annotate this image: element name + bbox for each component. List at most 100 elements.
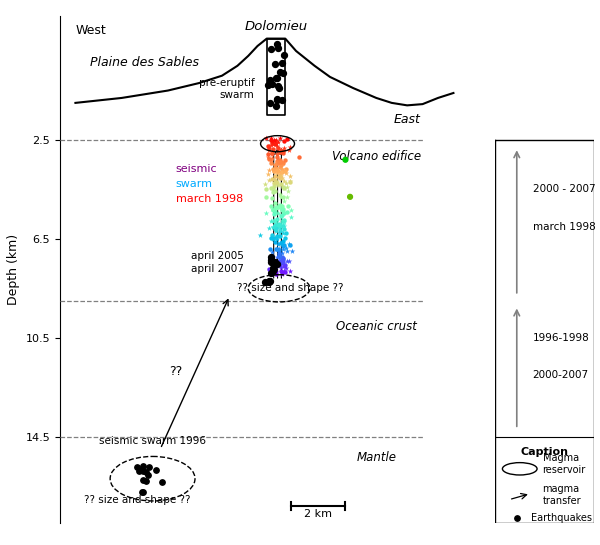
Point: [261, 184, 271, 193]
Point: [280, 176, 289, 185]
Point: [267, 231, 277, 239]
Point: [271, 139, 281, 148]
Point: [277, 218, 286, 227]
Point: [266, 136, 276, 144]
Point: [275, 148, 285, 157]
Point: [280, 233, 290, 242]
Point: [270, 161, 280, 169]
Point: [273, 159, 283, 167]
Text: ?? size and shape ??: ?? size and shape ??: [238, 283, 344, 293]
Point: [265, 265, 275, 274]
Point: [157, 477, 167, 486]
Point: [284, 146, 294, 155]
Point: [268, 234, 278, 243]
Point: [276, 146, 286, 155]
Point: [512, 514, 521, 523]
Point: [269, 178, 278, 187]
Point: [280, 261, 290, 269]
Point: [272, 150, 282, 159]
Point: [272, 253, 282, 262]
Point: [273, 209, 283, 218]
Point: [275, 155, 285, 164]
Text: Plaine des Sables: Plaine des Sables: [91, 56, 199, 69]
Point: [277, 256, 287, 265]
Point: [268, 223, 277, 232]
Point: [266, 134, 275, 143]
Text: seismic swarm 1996: seismic swarm 1996: [98, 436, 206, 446]
Point: [272, 152, 281, 161]
Text: ??: ??: [169, 365, 182, 378]
Point: [272, 150, 282, 159]
Point: [273, 155, 283, 163]
Point: [269, 216, 278, 225]
Point: [272, 40, 282, 49]
Point: [274, 144, 283, 153]
Point: [269, 166, 278, 175]
Point: [260, 180, 270, 189]
Point: [278, 192, 287, 201]
Point: [266, 265, 276, 274]
Point: [271, 221, 280, 229]
Point: [269, 267, 278, 275]
Point: [267, 149, 277, 158]
Point: [132, 462, 142, 471]
Point: [280, 184, 289, 192]
Point: [279, 216, 289, 225]
Point: [272, 204, 281, 213]
Point: [280, 217, 289, 226]
Point: [283, 246, 292, 255]
Text: ?? size and shape ??: ?? size and shape ??: [84, 495, 190, 505]
Point: [262, 192, 271, 201]
Point: [270, 178, 280, 187]
Point: [275, 252, 284, 261]
Point: [275, 244, 284, 253]
Point: [271, 263, 280, 272]
Point: [278, 255, 287, 263]
Text: pre-eruptif
swarm: pre-eruptif swarm: [199, 78, 254, 100]
Point: [278, 58, 287, 67]
Point: [280, 136, 289, 145]
Point: [268, 264, 278, 273]
Point: [272, 203, 282, 211]
Point: [139, 488, 148, 496]
Point: [263, 170, 273, 179]
Point: [281, 169, 290, 178]
Point: [271, 262, 280, 270]
Point: [270, 258, 280, 267]
Point: [280, 222, 289, 231]
Point: [139, 476, 148, 485]
Point: [138, 462, 148, 470]
Point: [273, 202, 283, 211]
Point: [272, 268, 281, 276]
Point: [278, 148, 288, 157]
Y-axis label: Depth (km): Depth (km): [7, 234, 20, 305]
Point: [151, 465, 161, 474]
Point: [275, 228, 284, 237]
Point: [278, 211, 287, 220]
Point: [268, 185, 277, 193]
Point: [277, 249, 286, 257]
Point: [266, 202, 275, 210]
Point: [269, 181, 279, 190]
Point: [274, 232, 284, 240]
Point: [276, 158, 286, 166]
Point: [270, 208, 280, 216]
Point: [271, 160, 280, 169]
Point: [269, 140, 278, 148]
Point: [295, 153, 304, 161]
Point: [275, 221, 284, 229]
Point: [282, 207, 292, 216]
Point: [278, 147, 287, 155]
Point: [276, 174, 286, 183]
Point: [285, 142, 295, 151]
Text: march 1998: march 1998: [176, 194, 243, 204]
Point: [268, 80, 277, 88]
Point: [272, 215, 281, 223]
Point: [265, 245, 275, 254]
Point: [284, 240, 293, 249]
Point: [266, 45, 275, 53]
Text: swarm: swarm: [176, 179, 213, 189]
Point: [265, 264, 274, 273]
Point: [144, 463, 154, 472]
Point: [271, 74, 281, 82]
